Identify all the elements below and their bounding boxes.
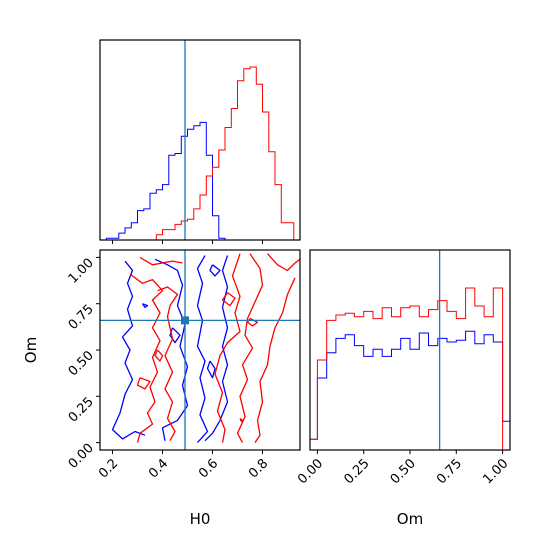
x-tick-label: 0.6 [196, 456, 221, 481]
h0-om-contour-panel: 0.2 0.4 0.6 0.8 0.00 0.25 0.50 0.75 1.00 [66, 249, 301, 481]
contour-blue [209, 264, 221, 277]
y-tick-label: 0.75 [66, 302, 97, 333]
contour-blue [196, 255, 209, 444]
contour-red [267, 253, 301, 272]
axis-labels: Om H0 Om [22, 337, 423, 528]
contour-blue [206, 360, 216, 379]
h0-histogram-panel [99, 39, 301, 244]
contour-red [214, 253, 241, 443]
contour-red [239, 417, 244, 422]
y-tick-label: 0.25 [66, 395, 97, 426]
contour-red [254, 277, 296, 443]
y-tick-label: 1.00 [66, 256, 97, 287]
y-tick-label: 0.50 [66, 348, 97, 379]
contour-red [129, 273, 164, 443]
om-histogram-panel: 0.00 0.25 0.50 0.75 1.00 [295, 249, 511, 487]
contour-red [136, 377, 151, 390]
om-histogram-frame [309, 249, 511, 451]
x-tick-label: 0.25 [341, 456, 372, 487]
x-tick-label: 1.00 [480, 456, 511, 487]
h0-histogram-frame [99, 39, 301, 241]
contour-blue [141, 303, 149, 309]
truth-marker [181, 316, 189, 325]
y-tick-label: 0.00 [66, 441, 97, 472]
contour-red [139, 256, 183, 266]
x-tick-label: 0.00 [295, 456, 326, 487]
x-tick-label: 0.50 [388, 456, 419, 487]
contour-blue [204, 255, 229, 442]
contour-red [236, 253, 264, 443]
contour-blue [111, 260, 146, 440]
contour-blue [154, 258, 189, 441]
histogram-series-blue [309, 330, 511, 450]
x-tick-label: 0.2 [96, 456, 121, 481]
histogram-series-red [100, 66, 300, 241]
contour-red [157, 286, 179, 442]
y-axis-label-om: Om [22, 337, 40, 363]
x-tick-label: 0.4 [146, 456, 171, 481]
contour-red [154, 349, 164, 362]
x-axis-label-om: Om [397, 510, 423, 528]
contour-frame [99, 249, 301, 451]
contour-red [221, 292, 236, 307]
contour-red [246, 317, 259, 327]
histogram-series-red [309, 287, 510, 451]
x-tick-label: 0.8 [246, 456, 271, 481]
histogram-series-blue [100, 121, 300, 241]
x-axis-label-h0: H0 [190, 510, 211, 528]
x-tick-label: 0.75 [434, 456, 465, 487]
